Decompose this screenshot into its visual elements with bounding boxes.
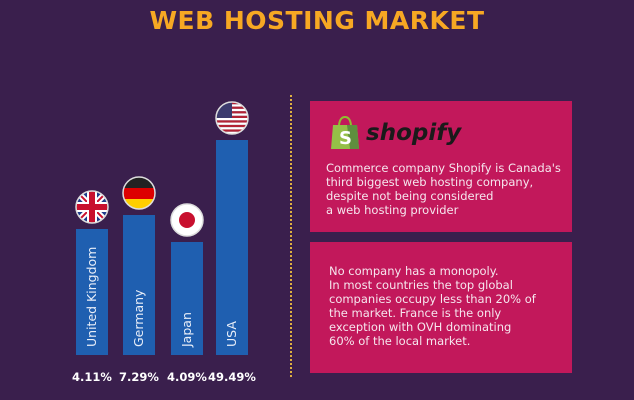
bar-united-kingdom bbox=[76, 229, 108, 355]
uk-flag-icon bbox=[75, 190, 109, 224]
category-label: Japan bbox=[179, 312, 194, 348]
value-label: 7.29% bbox=[119, 370, 159, 384]
bar-germany bbox=[123, 215, 155, 355]
japan-flag-icon bbox=[170, 203, 204, 237]
bar-japan bbox=[171, 242, 203, 355]
category-label: United Kingdom bbox=[84, 247, 99, 347]
usa-flag-icon bbox=[215, 101, 249, 135]
monopoly-info-box: No company has a monopoly. In most count… bbox=[310, 242, 572, 373]
page-title: WEB HOSTING MARKET bbox=[149, 6, 485, 35]
value-label: 4.11% bbox=[72, 370, 112, 384]
value-label: 4.09% bbox=[167, 370, 207, 384]
bar-chart: United Kingdom 4.11% Germany 7.29% Japan 4.09… bbox=[72, 101, 256, 384]
category-label: Germany bbox=[131, 289, 146, 347]
value-label: 49.49% bbox=[208, 370, 256, 384]
shopify-info-box: S shopify Commerce company Shopify is Ca… bbox=[310, 101, 572, 232]
svg-text:S: S bbox=[339, 128, 352, 149]
bar-usa bbox=[216, 140, 248, 355]
shopify-logo: S shopify bbox=[330, 116, 461, 150]
category-label: USA bbox=[224, 321, 239, 347]
monopoly-description: No company has a monopoly. In most count… bbox=[329, 264, 536, 348]
shopping-bag-icon: S bbox=[331, 116, 359, 149]
divider bbox=[290, 95, 292, 377]
germany-flag-icon bbox=[122, 176, 156, 210]
shopify-description: Commerce company Shopify is Canada's thi… bbox=[326, 161, 561, 217]
